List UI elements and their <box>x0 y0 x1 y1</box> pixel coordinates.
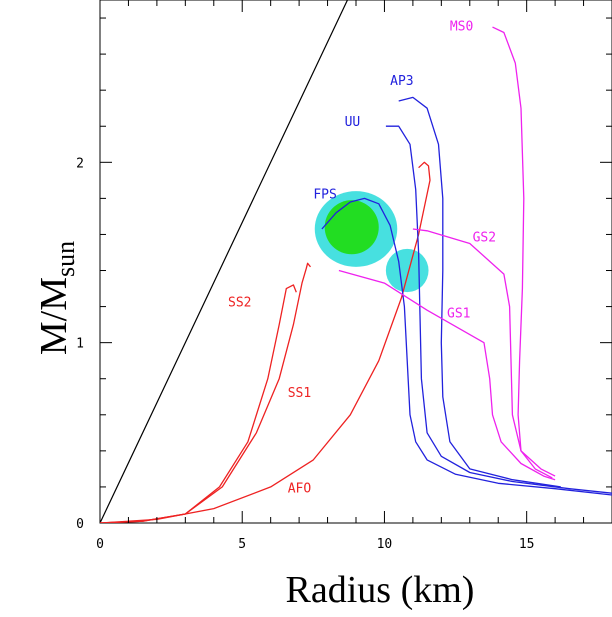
curve-label-ap3: AP3 <box>390 74 413 89</box>
curve-label-uu: UU <box>345 115 361 130</box>
series-line-uu <box>385 125 612 494</box>
curve-label-fps: FPS <box>313 187 336 202</box>
series-line-fps <box>321 197 612 496</box>
region-1 <box>385 248 429 293</box>
x-tick-label: 5 <box>238 537 246 552</box>
curve-label-afo: AFO <box>288 481 312 496</box>
y-tick-label: 0 <box>76 517 84 532</box>
y-axis-title-sub: sun <box>51 241 80 277</box>
series-line-gs1 <box>338 269 556 481</box>
curve-label-ss2: SS2 <box>228 296 251 311</box>
y-tick-label: 2 <box>76 156 84 171</box>
series-line-ss2 <box>100 284 297 523</box>
region-2 <box>324 200 379 255</box>
series-line-ss1 <box>100 262 312 523</box>
x-tick-label: 0 <box>96 537 104 552</box>
y-tick-label: 1 <box>76 337 84 352</box>
x-tick-label: 15 <box>519 537 535 552</box>
y-axis-title: M/Msun <box>33 241 80 355</box>
x-axis-title: Radius (km) <box>286 569 475 611</box>
y-axis-title-main: M/M <box>33 277 75 355</box>
series-line-afo <box>100 161 431 523</box>
series-line-ms0 <box>492 26 553 479</box>
series-line-gs2 <box>412 228 556 477</box>
curve-label-gs1: GS1 <box>447 306 470 321</box>
svg-text:M/Msun: M/Msun <box>33 241 80 355</box>
curve-label-ms0: MS0 <box>450 20 473 35</box>
curve-label-ss1: SS1 <box>288 386 311 401</box>
curve-label-gs2: GS2 <box>473 231 496 246</box>
x-tick-label: 10 <box>377 537 393 552</box>
series-line-ap3 <box>398 96 561 488</box>
reference-line <box>100 0 349 523</box>
